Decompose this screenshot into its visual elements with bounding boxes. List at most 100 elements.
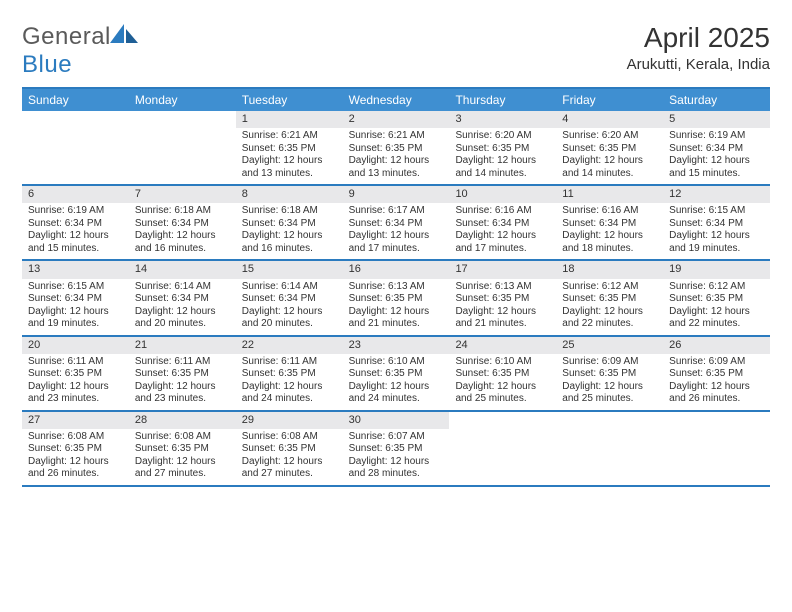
date-number: 10 (449, 186, 556, 203)
daylight-line2: and 23 minutes. (135, 393, 230, 406)
date-number: 25 (556, 337, 663, 354)
calendar-cell: 22Sunrise: 6:11 AMSunset: 6:35 PMDayligh… (236, 337, 343, 410)
daylight-line1: Daylight: 12 hours (135, 306, 230, 319)
calendar-cell: 2Sunrise: 6:21 AMSunset: 6:35 PMDaylight… (343, 111, 450, 184)
sunset-text: Sunset: 6:34 PM (669, 143, 764, 156)
cell-body: Sunrise: 6:10 AMSunset: 6:35 PMDaylight:… (343, 354, 450, 406)
date-number (22, 111, 129, 128)
daylight-line1: Daylight: 12 hours (242, 155, 337, 168)
sunset-text: Sunset: 6:35 PM (28, 443, 123, 456)
date-number: 8 (236, 186, 343, 203)
cell-body: Sunrise: 6:17 AMSunset: 6:34 PMDaylight:… (343, 203, 450, 255)
daylight-line2: and 22 minutes. (562, 318, 657, 331)
dayhead-wed: Wednesday (343, 89, 450, 111)
day-header-row: Sunday Monday Tuesday Wednesday Thursday… (22, 89, 770, 111)
date-number: 12 (663, 186, 770, 203)
daylight-line1: Daylight: 12 hours (242, 306, 337, 319)
daylight-line2: and 28 minutes. (349, 468, 444, 481)
sunset-text: Sunset: 6:35 PM (28, 368, 123, 381)
cell-body: Sunrise: 6:21 AMSunset: 6:35 PMDaylight:… (343, 128, 450, 180)
date-number: 3 (449, 111, 556, 128)
dayhead-sat: Saturday (663, 89, 770, 111)
calendar-cell: 16Sunrise: 6:13 AMSunset: 6:35 PMDayligh… (343, 261, 450, 334)
sunset-text: Sunset: 6:34 PM (135, 218, 230, 231)
date-number: 11 (556, 186, 663, 203)
brand-part2: Blue (22, 51, 72, 78)
date-number (449, 412, 556, 429)
cell-body: Sunrise: 6:07 AMSunset: 6:35 PMDaylight:… (343, 429, 450, 481)
daylight-line2: and 16 minutes. (135, 243, 230, 256)
daylight-line1: Daylight: 12 hours (455, 230, 550, 243)
date-number: 14 (129, 261, 236, 278)
week-row: 13Sunrise: 6:15 AMSunset: 6:34 PMDayligh… (22, 261, 770, 336)
dayhead-tue: Tuesday (236, 89, 343, 111)
sunrise-text: Sunrise: 6:10 AM (455, 356, 550, 369)
daylight-line2: and 16 minutes. (242, 243, 337, 256)
calendar-cell: 30Sunrise: 6:07 AMSunset: 6:35 PMDayligh… (343, 412, 450, 485)
cell-body: Sunrise: 6:15 AMSunset: 6:34 PMDaylight:… (663, 203, 770, 255)
sunset-text: Sunset: 6:35 PM (349, 143, 444, 156)
daylight-line1: Daylight: 12 hours (349, 456, 444, 469)
sunrise-text: Sunrise: 6:13 AM (349, 281, 444, 294)
sunset-text: Sunset: 6:35 PM (349, 368, 444, 381)
cell-body: Sunrise: 6:09 AMSunset: 6:35 PMDaylight:… (556, 354, 663, 406)
sunrise-text: Sunrise: 6:20 AM (562, 130, 657, 143)
sunrise-text: Sunrise: 6:14 AM (242, 281, 337, 294)
week-row: 1Sunrise: 6:21 AMSunset: 6:35 PMDaylight… (22, 111, 770, 186)
weeks-container: 1Sunrise: 6:21 AMSunset: 6:35 PMDaylight… (22, 111, 770, 487)
daylight-line1: Daylight: 12 hours (349, 155, 444, 168)
brand-part1: General (22, 23, 111, 50)
dayhead-fri: Friday (556, 89, 663, 111)
daylight-line2: and 15 minutes. (28, 243, 123, 256)
calendar-cell: 24Sunrise: 6:10 AMSunset: 6:35 PMDayligh… (449, 337, 556, 410)
sunset-text: Sunset: 6:35 PM (455, 293, 550, 306)
date-number: 23 (343, 337, 450, 354)
cell-body: Sunrise: 6:08 AMSunset: 6:35 PMDaylight:… (236, 429, 343, 481)
calendar-cell: 18Sunrise: 6:12 AMSunset: 6:35 PMDayligh… (556, 261, 663, 334)
date-number: 24 (449, 337, 556, 354)
daylight-line2: and 21 minutes. (455, 318, 550, 331)
calendar-cell: 10 Sunrise: 6:16 AMSunset: 6:34 PMDayligh… (449, 186, 556, 259)
daylight-line2: and 17 minutes. (349, 243, 444, 256)
brand-text: GeneralBlue (22, 22, 139, 79)
sunset-text: Sunset: 6:35 PM (455, 143, 550, 156)
daylight-line2: and 21 minutes. (349, 318, 444, 331)
daylight-line2: and 19 minutes. (28, 318, 123, 331)
sunset-text: Sunset: 6:35 PM (669, 368, 764, 381)
sunrise-text: Sunrise: 6:08 AM (28, 431, 123, 444)
daylight-line1: Daylight: 12 hours (349, 306, 444, 319)
calendar-cell: 4Sunrise: 6:20 AMSunset: 6:35 PMDaylight… (556, 111, 663, 184)
sunrise-text: Sunrise: 6:18 AM (135, 205, 230, 218)
cell-body: Sunrise: 6:14 AMSunset: 6:34 PMDaylight:… (129, 279, 236, 331)
daylight-line1: Daylight: 12 hours (455, 155, 550, 168)
daylight-line1: Daylight: 12 hours (135, 230, 230, 243)
daylight-line1: Daylight: 12 hours (562, 306, 657, 319)
calendar-cell: 8Sunrise: 6:18 AMSunset: 6:34 PMDaylight… (236, 186, 343, 259)
daylight-line2: and 13 minutes. (349, 168, 444, 181)
daylight-line1: Daylight: 12 hours (669, 306, 764, 319)
sunrise-text: Sunrise: 6:21 AM (242, 130, 337, 143)
sunset-text: Sunset: 6:35 PM (242, 143, 337, 156)
sunrise-text: Sunrise: 6:07 AM (349, 431, 444, 444)
sunset-text: Sunset: 6:35 PM (349, 443, 444, 456)
sunset-text: Sunset: 6:34 PM (455, 218, 550, 231)
daylight-line1: Daylight: 12 hours (135, 381, 230, 394)
date-number: 4 (556, 111, 663, 128)
calendar-cell: 29Sunrise: 6:08 AMSunset: 6:35 PMDayligh… (236, 412, 343, 485)
sunrise-text: Sunrise: 6:08 AM (135, 431, 230, 444)
daylight-line2: and 22 minutes. (669, 318, 764, 331)
calendar-cell (22, 111, 129, 184)
sunrise-text: Sunrise: 6:16 AM (455, 205, 550, 218)
calendar-cell: 9Sunrise: 6:17 AMSunset: 6:34 PMDaylight… (343, 186, 450, 259)
sunset-text: Sunset: 6:35 PM (242, 443, 337, 456)
cell-body: Sunrise: 6:14 AMSunset: 6:34 PMDaylight:… (236, 279, 343, 331)
daylight-line1: Daylight: 12 hours (349, 381, 444, 394)
date-number: 30 (343, 412, 450, 429)
sunset-text: Sunset: 6:35 PM (562, 368, 657, 381)
sunrise-text: Sunrise: 6:15 AM (28, 281, 123, 294)
sunrise-text: Sunrise: 6:12 AM (669, 281, 764, 294)
sunrise-text: Sunrise: 6:19 AM (28, 205, 123, 218)
sunrise-text: Sunrise: 6:13 AM (455, 281, 550, 294)
date-number: 21 (129, 337, 236, 354)
cell-body: Sunrise: 6:21 AMSunset: 6:35 PMDaylight:… (236, 128, 343, 180)
